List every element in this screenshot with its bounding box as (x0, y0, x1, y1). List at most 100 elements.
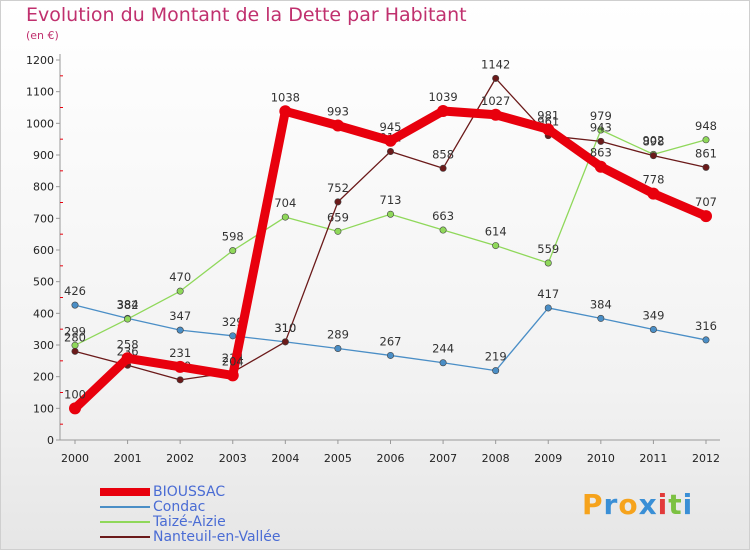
data-point (279, 105, 292, 118)
data-label: 267 (380, 334, 402, 348)
data-label: 258 (117, 337, 139, 351)
data-point (492, 367, 500, 375)
x-tick-label: 2005 (324, 452, 352, 465)
data-label: 100 (64, 387, 86, 401)
data-point (229, 247, 237, 255)
y-tick-label: 800 (33, 181, 54, 194)
data-label: 289 (327, 327, 349, 341)
data-point (386, 148, 394, 156)
data-label: 384 (590, 297, 612, 311)
data-label: 559 (537, 242, 559, 256)
data-point (489, 108, 502, 121)
logo-letter: i (657, 488, 669, 521)
x-tick-label: 2004 (271, 452, 299, 465)
logo-letter: x (638, 488, 658, 521)
legend-label: Condac (153, 499, 206, 515)
data-label: 219 (485, 350, 507, 364)
data-point (334, 227, 342, 235)
data-point (700, 210, 712, 223)
x-tick-label: 2000 (61, 452, 89, 465)
data-point (544, 259, 552, 267)
data-label: 1039 (428, 90, 457, 104)
data-label: 310 (274, 321, 296, 335)
data-point (281, 213, 289, 221)
x-tick-label: 2011 (639, 452, 667, 465)
data-point (71, 347, 79, 355)
y-tick-label: 0 (47, 434, 54, 447)
data-point (492, 242, 500, 250)
data-label: 707 (695, 195, 717, 209)
logo-letter: o (618, 488, 639, 521)
data-label: 1038 (271, 90, 300, 104)
data-label: 898 (642, 135, 664, 149)
logo-letter: r (603, 488, 619, 521)
x-tick-label: 2009 (534, 452, 562, 465)
legend-label: Taizé-Aizie (153, 514, 226, 530)
line-chart: 0 100 200 300 400 500 600 700 800 900 1000 1100 1200… (26, 54, 720, 465)
data-point (386, 351, 394, 359)
data-label: 316 (695, 319, 717, 333)
x-tick-label: 2007 (429, 452, 457, 465)
legend-swatch (100, 488, 150, 496)
data-label: 310 (274, 321, 296, 335)
data-label: 1027 (481, 94, 510, 108)
proxiti-logo: Proxiti (582, 488, 693, 521)
data-point (492, 74, 500, 82)
data-point (542, 123, 555, 136)
data-point (544, 304, 552, 312)
data-label: 614 (485, 225, 507, 239)
data-point (597, 137, 605, 145)
legend-swatch (100, 521, 150, 523)
data-point (439, 226, 447, 234)
data-label: 1142 (481, 57, 510, 71)
data-point (702, 136, 710, 144)
data-label: 663 (432, 209, 454, 223)
data-point (71, 301, 79, 309)
x-tick-label: 2002 (166, 452, 194, 465)
data-point (439, 359, 447, 367)
y-tick-label: 1200 (26, 54, 54, 67)
y-tick-label: 300 (33, 339, 54, 352)
y-tick-label: 500 (33, 276, 54, 289)
y-tick-label: 900 (33, 149, 54, 162)
data-point (384, 134, 397, 147)
data-point (331, 119, 344, 132)
chart-subtitle: (en €) (26, 29, 59, 42)
x-tick-label: 2010 (587, 452, 615, 465)
data-label: 704 (274, 196, 296, 210)
data-point (439, 164, 447, 172)
data-point (69, 402, 81, 415)
y-tick-label: 400 (33, 307, 54, 320)
legend-label: BIOUSSAC (153, 484, 226, 500)
data-point (226, 369, 239, 382)
legend-swatch (100, 506, 150, 508)
data-point (334, 198, 342, 206)
data-label: 713 (380, 193, 402, 207)
data-label: 778 (642, 173, 664, 187)
data-point (386, 210, 394, 218)
x-tick-label: 2001 (114, 452, 142, 465)
y-tick-label: 700 (33, 212, 54, 225)
data-label: 382 (117, 298, 139, 312)
data-label: 943 (590, 120, 612, 134)
data-point (124, 315, 132, 323)
data-label: 858 (432, 147, 454, 161)
data-point (229, 332, 237, 340)
y-tick-label: 1000 (26, 117, 54, 130)
data-point (176, 376, 184, 384)
data-label: 752 (327, 181, 349, 195)
data-label: 299 (64, 324, 86, 338)
data-label: 347 (169, 309, 191, 323)
data-label: 204 (222, 354, 244, 368)
legend-label: Nanteuil-en-Vallée (153, 529, 281, 545)
y-tick-label: 100 (33, 402, 54, 415)
x-tick-label: 2006 (377, 452, 405, 465)
data-label: 659 (327, 210, 349, 224)
y-tick-label: 600 (33, 244, 54, 257)
x-tick-label: 2008 (482, 452, 510, 465)
data-point (647, 187, 660, 200)
data-label: 993 (327, 105, 349, 119)
data-label: 384 (117, 297, 139, 311)
data-point (437, 104, 450, 117)
